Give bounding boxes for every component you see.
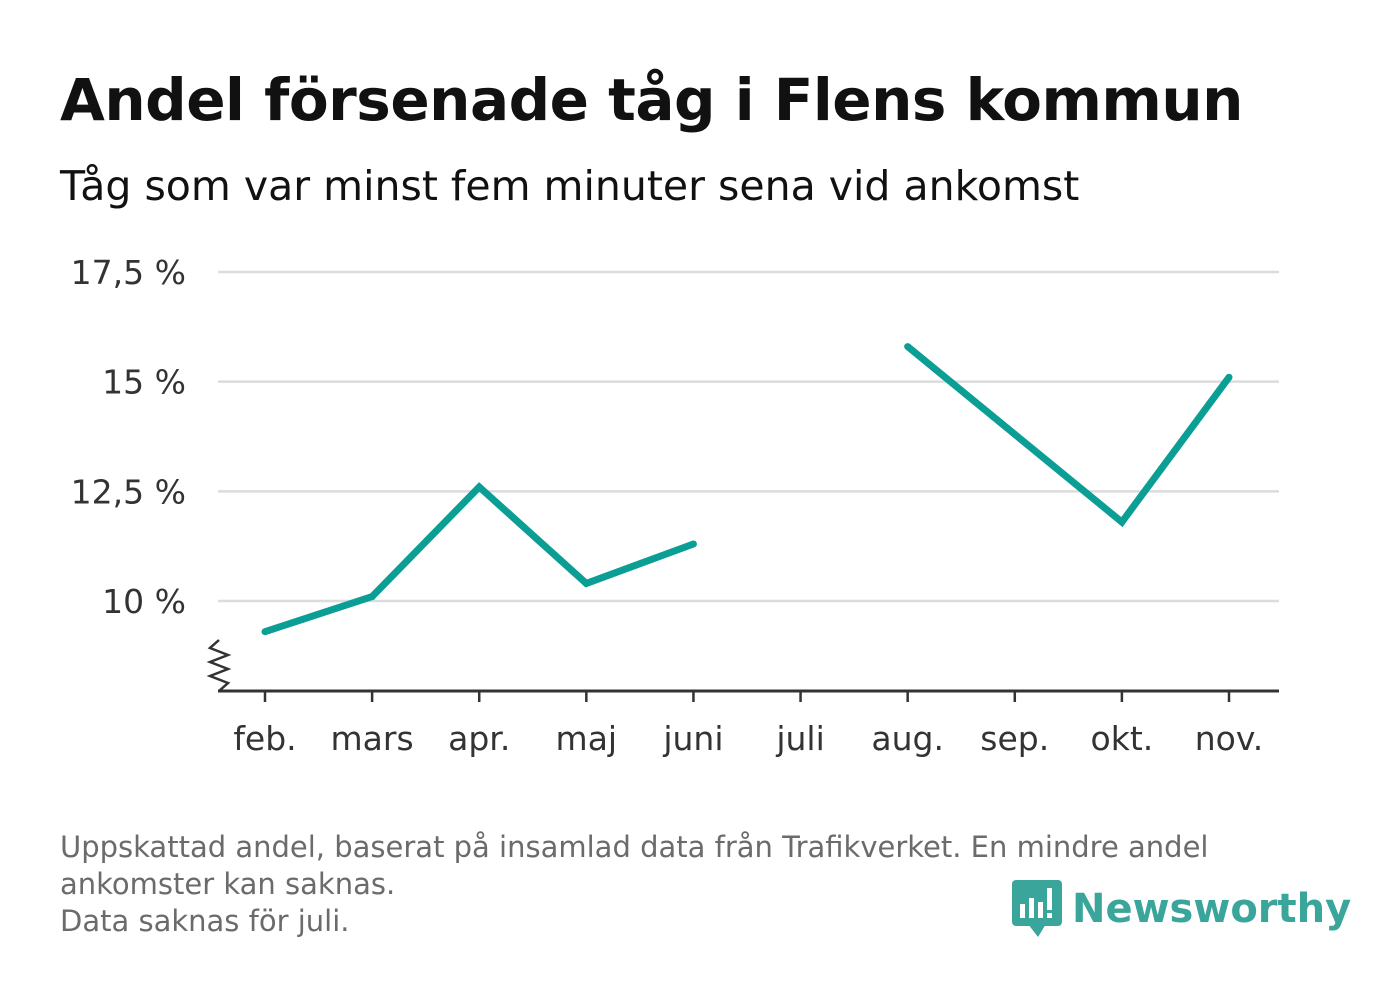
footnote-line-2: ankomster kan saknas.	[60, 867, 396, 901]
brand-logo: Newsworthy	[1012, 880, 1351, 938]
data-point	[1225, 373, 1233, 381]
footnote-line-3: Data saknas för juli.	[60, 904, 350, 938]
x-tick-label: juni	[662, 719, 723, 758]
y-tick-label: 10 %	[102, 582, 186, 621]
footnote: Uppskattad andel, baserat på insamlad da…	[60, 829, 1320, 940]
x-tick-label: juli	[775, 719, 824, 758]
chart-title: Andel försenade tåg i Flens kommun	[60, 66, 1243, 134]
series-line	[905, 343, 1232, 528]
data-point	[1118, 518, 1126, 526]
chart-subtitle: Tåg som var minst fem minuter sena vid a…	[60, 162, 1080, 210]
x-tick-label: apr.	[448, 719, 510, 758]
data-point	[261, 628, 269, 636]
y-tick-label: 12,5 %	[71, 472, 186, 511]
x-tick-label: mars	[331, 719, 414, 758]
series-line	[263, 482, 695, 636]
data-point	[904, 343, 912, 351]
y-tick-label: 17,5 %	[71, 253, 186, 292]
x-tick-label: okt.	[1091, 719, 1154, 758]
brand-name: Newsworthy	[1072, 886, 1352, 932]
x-tick-label: maj	[556, 719, 618, 758]
y-tick-label: 15 %	[102, 363, 186, 402]
data-point	[689, 540, 697, 548]
data-point	[582, 579, 590, 587]
x-tick-label: aug.	[871, 719, 944, 758]
x-tick-label: feb.	[233, 719, 296, 758]
data-point	[1011, 430, 1019, 438]
newsworthy-logo-icon	[1012, 880, 1062, 937]
axis-break-icon	[206, 639, 232, 692]
footnote-line-1: Uppskattad andel, baserat på insamlad da…	[60, 830, 1209, 864]
x-tick-label: nov.	[1195, 719, 1264, 758]
x-tick-label: sep.	[980, 719, 1049, 758]
data-point	[368, 593, 376, 601]
data-point	[475, 483, 483, 491]
